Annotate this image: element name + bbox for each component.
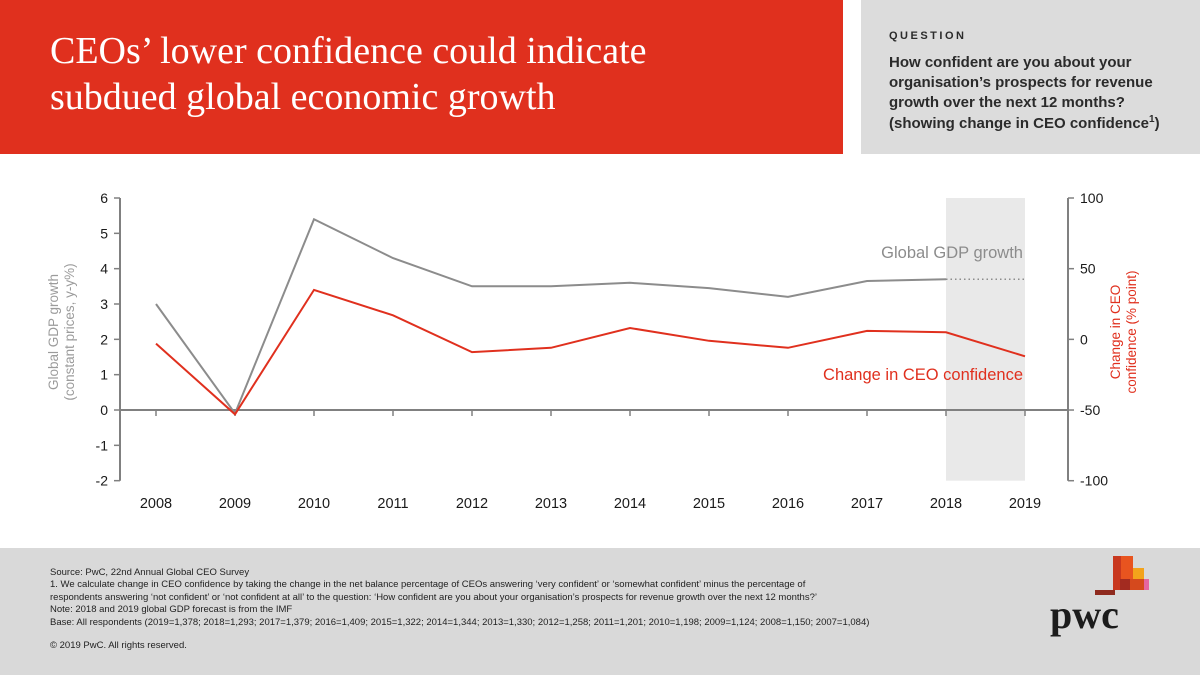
x-axis-year-label: 2018 — [930, 496, 962, 512]
right-axis-tick-label: -100 — [1080, 473, 1108, 489]
question-text: How confident are you about your organis… — [889, 53, 1172, 134]
gdp-forecast-note: Note: 2018 and 2019 global GDP forecast … — [50, 604, 293, 616]
chart-svg: 6 5 4 3 2 1 0 -1 -2 100 50 0 -50 -100 2008 2009 2010 2011… — [46, 190, 1139, 512]
gdp-series-label: Global GDP growth — [881, 244, 1023, 262]
footer: Source: PwC, 22nd Annual Global CEO Surv… — [0, 548, 1200, 675]
x-axis-year-label: 2017 — [851, 496, 883, 512]
source-note: Source: PwC, 22nd Annual Global CEO Surv… — [50, 567, 250, 578]
left-axis-tick-label: -2 — [96, 473, 109, 489]
page-title: CEOs’ lower confidence could indicate sub… — [0, 0, 843, 121]
left-axis-tick-label: 1 — [100, 367, 108, 383]
forecast-highlight-band — [946, 198, 1025, 481]
question-close-paren: ) — [1154, 114, 1160, 132]
right-axis-tick-label: -50 — [1080, 402, 1100, 418]
title-line-1: CEOs’ lower confidence could indicate — [50, 30, 647, 72]
right-axis-title: Change in CEOconfidence (% point) — [1108, 270, 1139, 393]
gdp-growth-line — [155, 217, 947, 416]
question-text-body: How confident are you about your organis… — [889, 54, 1153, 132]
left-axis-tick-label: 3 — [100, 296, 108, 312]
base-note: Base: All respondents (2019=1,378; 2018=… — [50, 616, 870, 628]
title-banner: CEOs’ lower confidence could indicate sub… — [0, 0, 843, 154]
left-axis-tick-label: -1 — [96, 437, 109, 453]
x-axis-year-label: 2019 — [1009, 496, 1041, 512]
title-line-2: subdued global economic growth — [50, 76, 556, 119]
x-axis-year-label: 2010 — [298, 496, 330, 512]
left-axis-title: Global GDP growth(constant prices, y-y%) — [46, 263, 77, 400]
x-axis-year-label: 2014 — [614, 496, 646, 512]
pwc-logo: pwc — [1050, 556, 1149, 637]
pwc-logo-blocks-icon — [1095, 556, 1149, 595]
right-axis-tick-label: 0 — [1080, 331, 1088, 347]
right-axis-tick-label: 50 — [1080, 261, 1096, 277]
footnote-marker: 1 — [1149, 113, 1155, 125]
left-axis-tick-label: 2 — [100, 331, 108, 347]
question-label: QUESTION — [889, 30, 967, 42]
x-axis-year-label: 2013 — [535, 496, 567, 512]
x-axis-year-label: 2016 — [772, 496, 804, 512]
x-axis-year-label: 2009 — [219, 496, 251, 512]
footer-notes: Source: PwC, 22nd Annual Global CEO Surv… — [50, 567, 1200, 629]
left-axis-tick-label: 5 — [100, 225, 108, 241]
footnote-1-line-2: respondents answering ‘not confident’ or… — [50, 591, 817, 603]
question-panel: QUESTION How confident are you about you… — [861, 0, 1200, 154]
footnote-1-line-1: 1. We calculate change in CEO confidence… — [50, 579, 806, 591]
x-axis-year-label: 2015 — [693, 496, 725, 512]
left-axis-tick-label: 0 — [100, 402, 108, 418]
ceo-confidence-line — [155, 288, 1026, 416]
pwc-wordmark: pwc — [1050, 592, 1119, 637]
right-axis-tick-label: 100 — [1080, 190, 1104, 206]
copyright: © 2019 PwC. All rights reserved. — [50, 640, 187, 652]
x-axis-year-label: 2012 — [456, 496, 488, 512]
chart: 6 5 4 3 2 1 0 -1 -2 100 50 0 -50 -100 2008 2009 2010 2011… — [0, 154, 1200, 548]
x-axis-year-label: 2011 — [377, 496, 408, 512]
x-axis-year-label: 2008 — [140, 496, 172, 512]
ceo-series-label: Change in CEO confidence — [823, 366, 1023, 384]
left-axis-tick-label: 6 — [100, 190, 108, 206]
left-axis-tick-label: 4 — [100, 261, 108, 277]
